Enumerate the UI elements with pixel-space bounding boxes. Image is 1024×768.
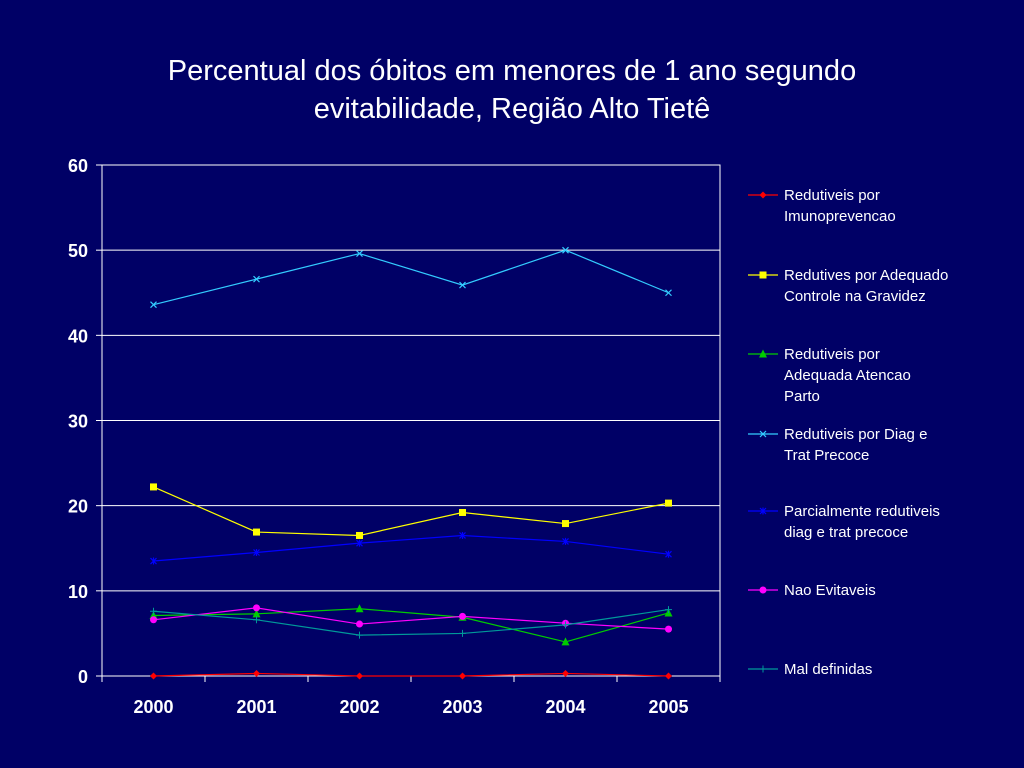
data-point [150, 607, 157, 615]
legend-label: Trat Precoce [784, 447, 869, 464]
legend-label: diag e trat precoce [784, 524, 908, 541]
legend-item-4: Redutiveis por Diag e Trat Precoce [748, 426, 927, 464]
legend-marker [759, 586, 767, 594]
legend-marker [759, 191, 767, 199]
series-line [153, 608, 669, 636]
data-point [562, 520, 569, 528]
y-tick-label: 10 [68, 582, 88, 602]
plot-area: 0 10 20 30 40 50 60 2000 2001 2002 2003 2004 2005 [68, 156, 721, 717]
data-point [665, 289, 672, 297]
x-tick-label: 2003 [442, 697, 482, 717]
x-tick-label: 2001 [236, 697, 276, 717]
series-7 [150, 606, 672, 639]
y-tick-label: 60 [68, 156, 88, 176]
data-point [253, 528, 260, 536]
data-point [665, 606, 672, 614]
legend-label: Redutiveis por [784, 187, 880, 204]
legend-label: Parto [784, 388, 820, 405]
legend-marker [759, 349, 767, 358]
legend-item-5: Parcialmente redutiveis diag e trat preco… [748, 503, 940, 541]
legend-label: Nao Evitaveis [784, 582, 876, 599]
data-point [665, 550, 672, 558]
data-point [253, 616, 260, 624]
legend-marker [759, 665, 767, 673]
data-point [562, 621, 569, 629]
legend-label: Adequada Atencao [784, 367, 911, 384]
series-line [153, 608, 669, 643]
series-6 [150, 604, 672, 633]
x-tick-label: 2000 [133, 697, 173, 717]
data-point [356, 250, 363, 257]
data-point [150, 616, 157, 624]
data-point [356, 531, 363, 539]
legend-label: Redutiveis por Diag e [784, 426, 927, 443]
data-point [150, 301, 157, 309]
data-point [356, 672, 363, 680]
series-line [153, 486, 669, 537]
series-4 [150, 246, 672, 309]
data-point [253, 604, 260, 612]
x-tick-label: 2004 [545, 697, 585, 717]
data-point [562, 246, 569, 254]
data-point [459, 629, 466, 637]
data-point [150, 557, 157, 565]
data-point [356, 620, 363, 628]
data-point [356, 631, 363, 639]
data-point [253, 275, 260, 283]
legend-label: Redutiveis por [784, 346, 880, 363]
legend-label: Parcialmente redutiveis [784, 503, 940, 520]
data-point [561, 637, 570, 646]
data-point [356, 539, 363, 547]
legend-item-2: Redutives por Adequado Controle na Gravid… [748, 267, 948, 305]
data-point [459, 612, 466, 620]
legend-item-3: Redutiveis por Adequada Atencao Parto [748, 346, 911, 405]
title-line-1: Percentual dos óbitos em menores de 1 an… [167, 55, 857, 87]
data-point [665, 625, 672, 633]
y-tick-label: 40 [68, 326, 88, 346]
legend-label: Mal definidas [784, 661, 872, 678]
data-point [562, 669, 569, 677]
data-point [355, 604, 364, 613]
data-point [459, 531, 466, 539]
legend-marker [759, 430, 767, 438]
x-tick-label: 2005 [648, 697, 688, 717]
legend-item-1: Redutiveis por Imunoprevencao [748, 187, 896, 225]
data-point [459, 508, 466, 516]
legend-label: Controle na Gravidez [784, 288, 926, 305]
data-point [459, 672, 466, 680]
series-5 [150, 531, 672, 565]
legend-label: Imunoprevencao [784, 208, 896, 225]
series-line [153, 607, 669, 630]
slide-title: Percentual dos óbitos em menores de 1 an… [60, 52, 964, 128]
y-tick-label: 30 [68, 412, 88, 432]
data-point [665, 499, 672, 507]
data-point [253, 669, 260, 677]
title-line-2: evitabilidade, Região Alto Tietê [313, 93, 711, 125]
data-point [665, 672, 672, 680]
data-point [150, 672, 157, 680]
series-1 [150, 669, 672, 680]
data-point [562, 537, 569, 545]
y-tick-label: 0 [78, 667, 88, 687]
legend-item-6: Nao Evitaveis [748, 582, 876, 599]
data-point [252, 609, 261, 618]
legend-marker [759, 507, 767, 515]
x-tick-label: 2002 [339, 697, 379, 717]
series-line [153, 249, 669, 306]
y-tick-label: 20 [68, 497, 88, 517]
y-tick-label: 50 [68, 241, 88, 261]
data-point [253, 549, 260, 557]
series-line [153, 534, 669, 562]
legend-item-7: Mal definidas [748, 661, 872, 678]
legend: Redutiveis por Imunoprevencao Redutives po… [748, 187, 948, 678]
data-point [150, 483, 157, 491]
series-2 [150, 483, 672, 539]
series-line [153, 672, 669, 677]
legend-marker [759, 271, 767, 279]
data-point [459, 281, 466, 289]
legend-label: Redutives por Adequado [784, 267, 948, 284]
